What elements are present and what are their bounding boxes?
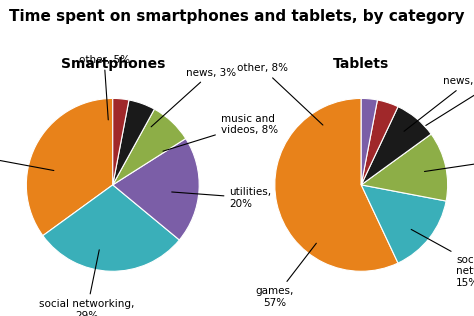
Wedge shape [275, 99, 398, 271]
Wedge shape [27, 99, 113, 236]
Wedge shape [361, 100, 398, 185]
Wedge shape [361, 99, 377, 185]
Text: news, 4%: news, 4% [404, 76, 474, 131]
Wedge shape [113, 138, 199, 240]
Text: social networking,
29%: social networking, 29% [39, 250, 135, 316]
Wedge shape [361, 134, 447, 201]
Title: Tablets: Tablets [333, 58, 389, 71]
Text: games,
57%: games, 57% [255, 243, 316, 308]
Wedge shape [113, 100, 155, 185]
Text: other, 8%: other, 8% [237, 63, 323, 125]
Wedge shape [113, 109, 186, 185]
Wedge shape [361, 185, 446, 263]
Text: utilities, 3%: utilities, 3% [426, 63, 474, 125]
Wedge shape [43, 185, 179, 271]
Text: music and
videos,
13%: music and videos, 13% [425, 142, 474, 175]
Text: Time spent on smartphones and tablets, by category: Time spent on smartphones and tablets, b… [9, 9, 465, 24]
Text: games,
35%: games, 35% [0, 144, 54, 171]
Text: music and
videos, 8%: music and videos, 8% [163, 113, 278, 151]
Text: utilities,
20%: utilities, 20% [172, 187, 272, 209]
Text: news, 3%: news, 3% [151, 68, 237, 127]
Wedge shape [361, 107, 431, 185]
Title: Smartphones: Smartphones [61, 58, 165, 71]
Text: social
networking,
15%: social networking, 15% [411, 229, 474, 288]
Text: other, 5%: other, 5% [79, 55, 129, 120]
Wedge shape [113, 99, 129, 185]
